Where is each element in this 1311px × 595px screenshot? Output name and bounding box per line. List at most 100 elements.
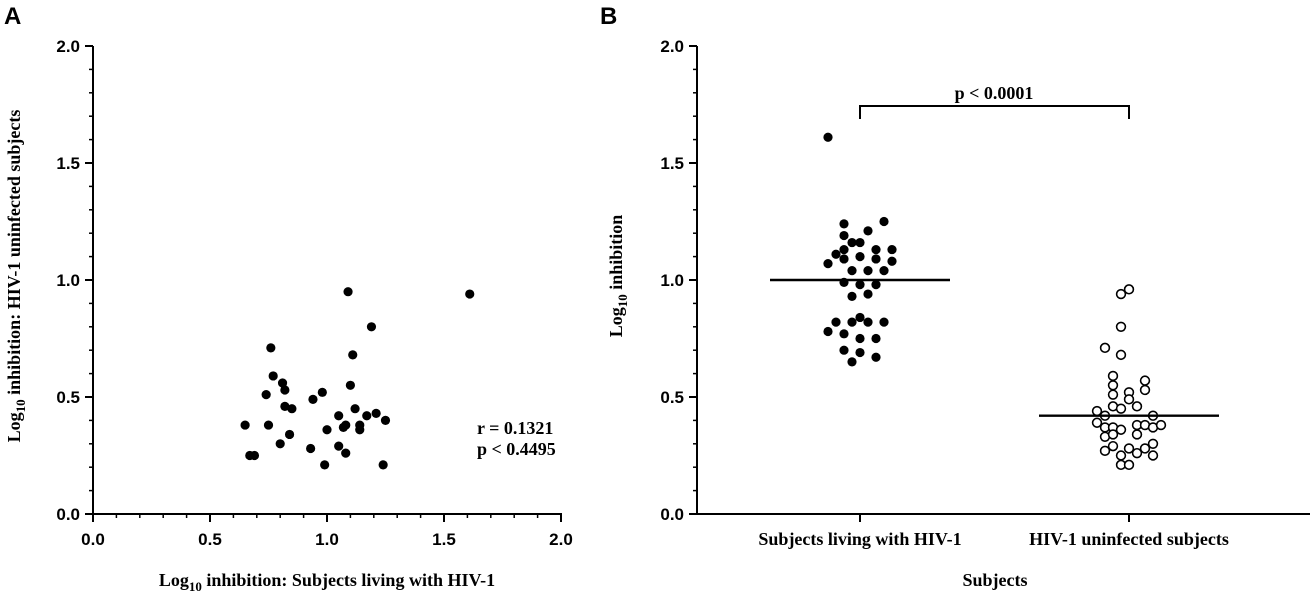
panel-b-point-hiv xyxy=(863,317,873,327)
significance-label: p < 0.0001 xyxy=(955,83,1034,103)
panel-b-point-uninfected xyxy=(1115,349,1127,361)
panel-a-point xyxy=(263,420,274,430)
category-label-uninfected: HIV-1 uninfected subjects xyxy=(1029,529,1229,549)
panel-b-letter: B xyxy=(600,3,617,30)
panel-a-point xyxy=(249,450,260,461)
panel-a-point xyxy=(355,420,365,430)
panel-b-point-uninfected xyxy=(1107,389,1119,400)
panel-a-point xyxy=(266,343,276,353)
panel-b-point-hiv xyxy=(871,352,881,362)
significance-bracket xyxy=(859,105,1130,119)
panel-b-point-uninfected xyxy=(1123,394,1135,405)
panel-b-point-uninfected xyxy=(1123,284,1135,295)
panel-b-point-hiv xyxy=(879,266,889,276)
panel-b-point-uninfected xyxy=(1091,417,1103,428)
panel-b-point-uninfected xyxy=(1131,447,1143,459)
panel-b-point-hiv xyxy=(831,317,841,327)
panel-b-point-uninfected xyxy=(1123,443,1135,454)
panel-a-point xyxy=(322,425,332,435)
panel-b-point-hiv xyxy=(839,230,849,241)
panel-a-point xyxy=(348,350,358,360)
panel-b-y-tick-label: 1.5 xyxy=(660,154,684,173)
panel-b-point-hiv xyxy=(879,317,889,327)
panel-b-x-ticks xyxy=(859,514,1130,522)
panel-a-point xyxy=(366,322,377,332)
panel-a-x-tick-label: 1.0 xyxy=(315,530,339,549)
panel-a-points xyxy=(240,287,475,470)
panel-b-point-hiv xyxy=(855,280,865,290)
panel-b-point-hiv xyxy=(847,291,857,301)
panel-a-point xyxy=(268,371,278,381)
panel-b-point-hiv xyxy=(823,259,833,269)
panel-a-y-tick-label: 1.0 xyxy=(56,271,80,290)
panel-b-point-uninfected xyxy=(1131,401,1143,412)
panel-b-point-uninfected xyxy=(1139,384,1151,396)
panel-a-y-ticks: 0.0 0.5 1.0 1.5 2.0 xyxy=(56,37,93,524)
panel-b-point-hiv xyxy=(871,333,881,344)
panel-b-points xyxy=(823,132,1167,471)
panel-b-point-uninfected xyxy=(1155,419,1167,431)
panel-b-point-hiv xyxy=(871,280,881,290)
panel-b-point-uninfected xyxy=(1147,438,1159,449)
panel-b-medians xyxy=(770,278,1219,417)
panel-b-point-hiv xyxy=(855,237,865,248)
panel-b-point-uninfected xyxy=(1123,459,1135,471)
panel-b-point-hiv xyxy=(831,249,841,259)
panel-a-point xyxy=(320,460,330,470)
panel-b-y-title-log: Log xyxy=(606,307,626,337)
annotation-r: r = 0.1321 xyxy=(477,418,553,438)
panel-b-point-hiv xyxy=(839,345,849,355)
panel-b-point-hiv xyxy=(823,132,833,142)
panel-b-point-uninfected xyxy=(1115,424,1127,435)
panel-b-point-uninfected xyxy=(1147,450,1159,461)
panel-a-point xyxy=(371,408,381,418)
panel-a-x-tick-label: 2.0 xyxy=(549,530,573,549)
panel-b-point-uninfected xyxy=(1139,443,1151,454)
panel-a-point xyxy=(287,404,297,414)
panel-b-point-hiv xyxy=(879,216,889,227)
panel-a-y-title-rest: inhibition: HIV-1 uninfected subjects xyxy=(4,110,24,400)
panel-a-point xyxy=(378,460,388,470)
panel-b-point-hiv xyxy=(863,226,873,236)
panel-a-point xyxy=(280,401,290,411)
panel-b-point-uninfected xyxy=(1115,288,1127,300)
panel-b-point-hiv xyxy=(847,237,857,248)
panel-b-point-uninfected xyxy=(1107,380,1119,391)
panel-a-y-title: Log10 inhibition: HIV-1 uninfected subje… xyxy=(4,110,28,443)
panel-b-point-hiv xyxy=(839,254,849,264)
panel-a-point xyxy=(277,378,288,388)
panel-b-point-hiv xyxy=(847,266,857,276)
panel-b-point-hiv xyxy=(887,256,897,266)
panel-b-point-hiv xyxy=(847,357,857,367)
panel-a-x-tick-label: 1.5 xyxy=(432,530,456,549)
panel-a-x-title-subscript: 10 xyxy=(189,579,202,594)
panel-b-point-hiv xyxy=(863,266,873,276)
panel-b-y-tick-label: 0.0 xyxy=(660,505,684,524)
panel-a-point xyxy=(465,289,475,299)
panel-a-y-title-subscript: 10 xyxy=(13,399,28,412)
panel-b-point-uninfected xyxy=(1115,450,1127,461)
panel-a-y-tick-label: 2.0 xyxy=(56,37,80,56)
panel-a-point xyxy=(308,394,318,404)
panel-a-point xyxy=(362,411,372,421)
panel-b-point-hiv xyxy=(871,244,881,255)
panel-b-point-hiv xyxy=(847,317,857,327)
panel-b-point-uninfected xyxy=(1107,440,1119,452)
panel-a-point xyxy=(343,287,353,297)
panel-b-y-title: Log10 inhibition xyxy=(606,215,630,338)
panel-a-x-title-rest: inhibition: Subjects living with HIV-1 xyxy=(202,570,495,590)
panel-a-x-tick-label: 0.5 xyxy=(198,530,222,549)
panel-b-point-hiv xyxy=(855,252,865,262)
panel-a-point xyxy=(261,390,271,400)
panel-b-point-uninfected xyxy=(1115,321,1127,332)
panel-b-point-hiv xyxy=(887,244,897,255)
panel-a-y-tick-label: 0.0 xyxy=(56,505,80,524)
category-label-hiv: Subjects living with HIV-1 xyxy=(758,529,961,549)
panel-b-point-hiv xyxy=(855,333,865,344)
panel-a-point xyxy=(240,420,250,430)
panel-b-point-uninfected xyxy=(1139,375,1151,386)
panel-b-point-hiv xyxy=(839,219,849,229)
panel-a-point xyxy=(380,415,391,425)
panel-a-point xyxy=(317,387,327,397)
